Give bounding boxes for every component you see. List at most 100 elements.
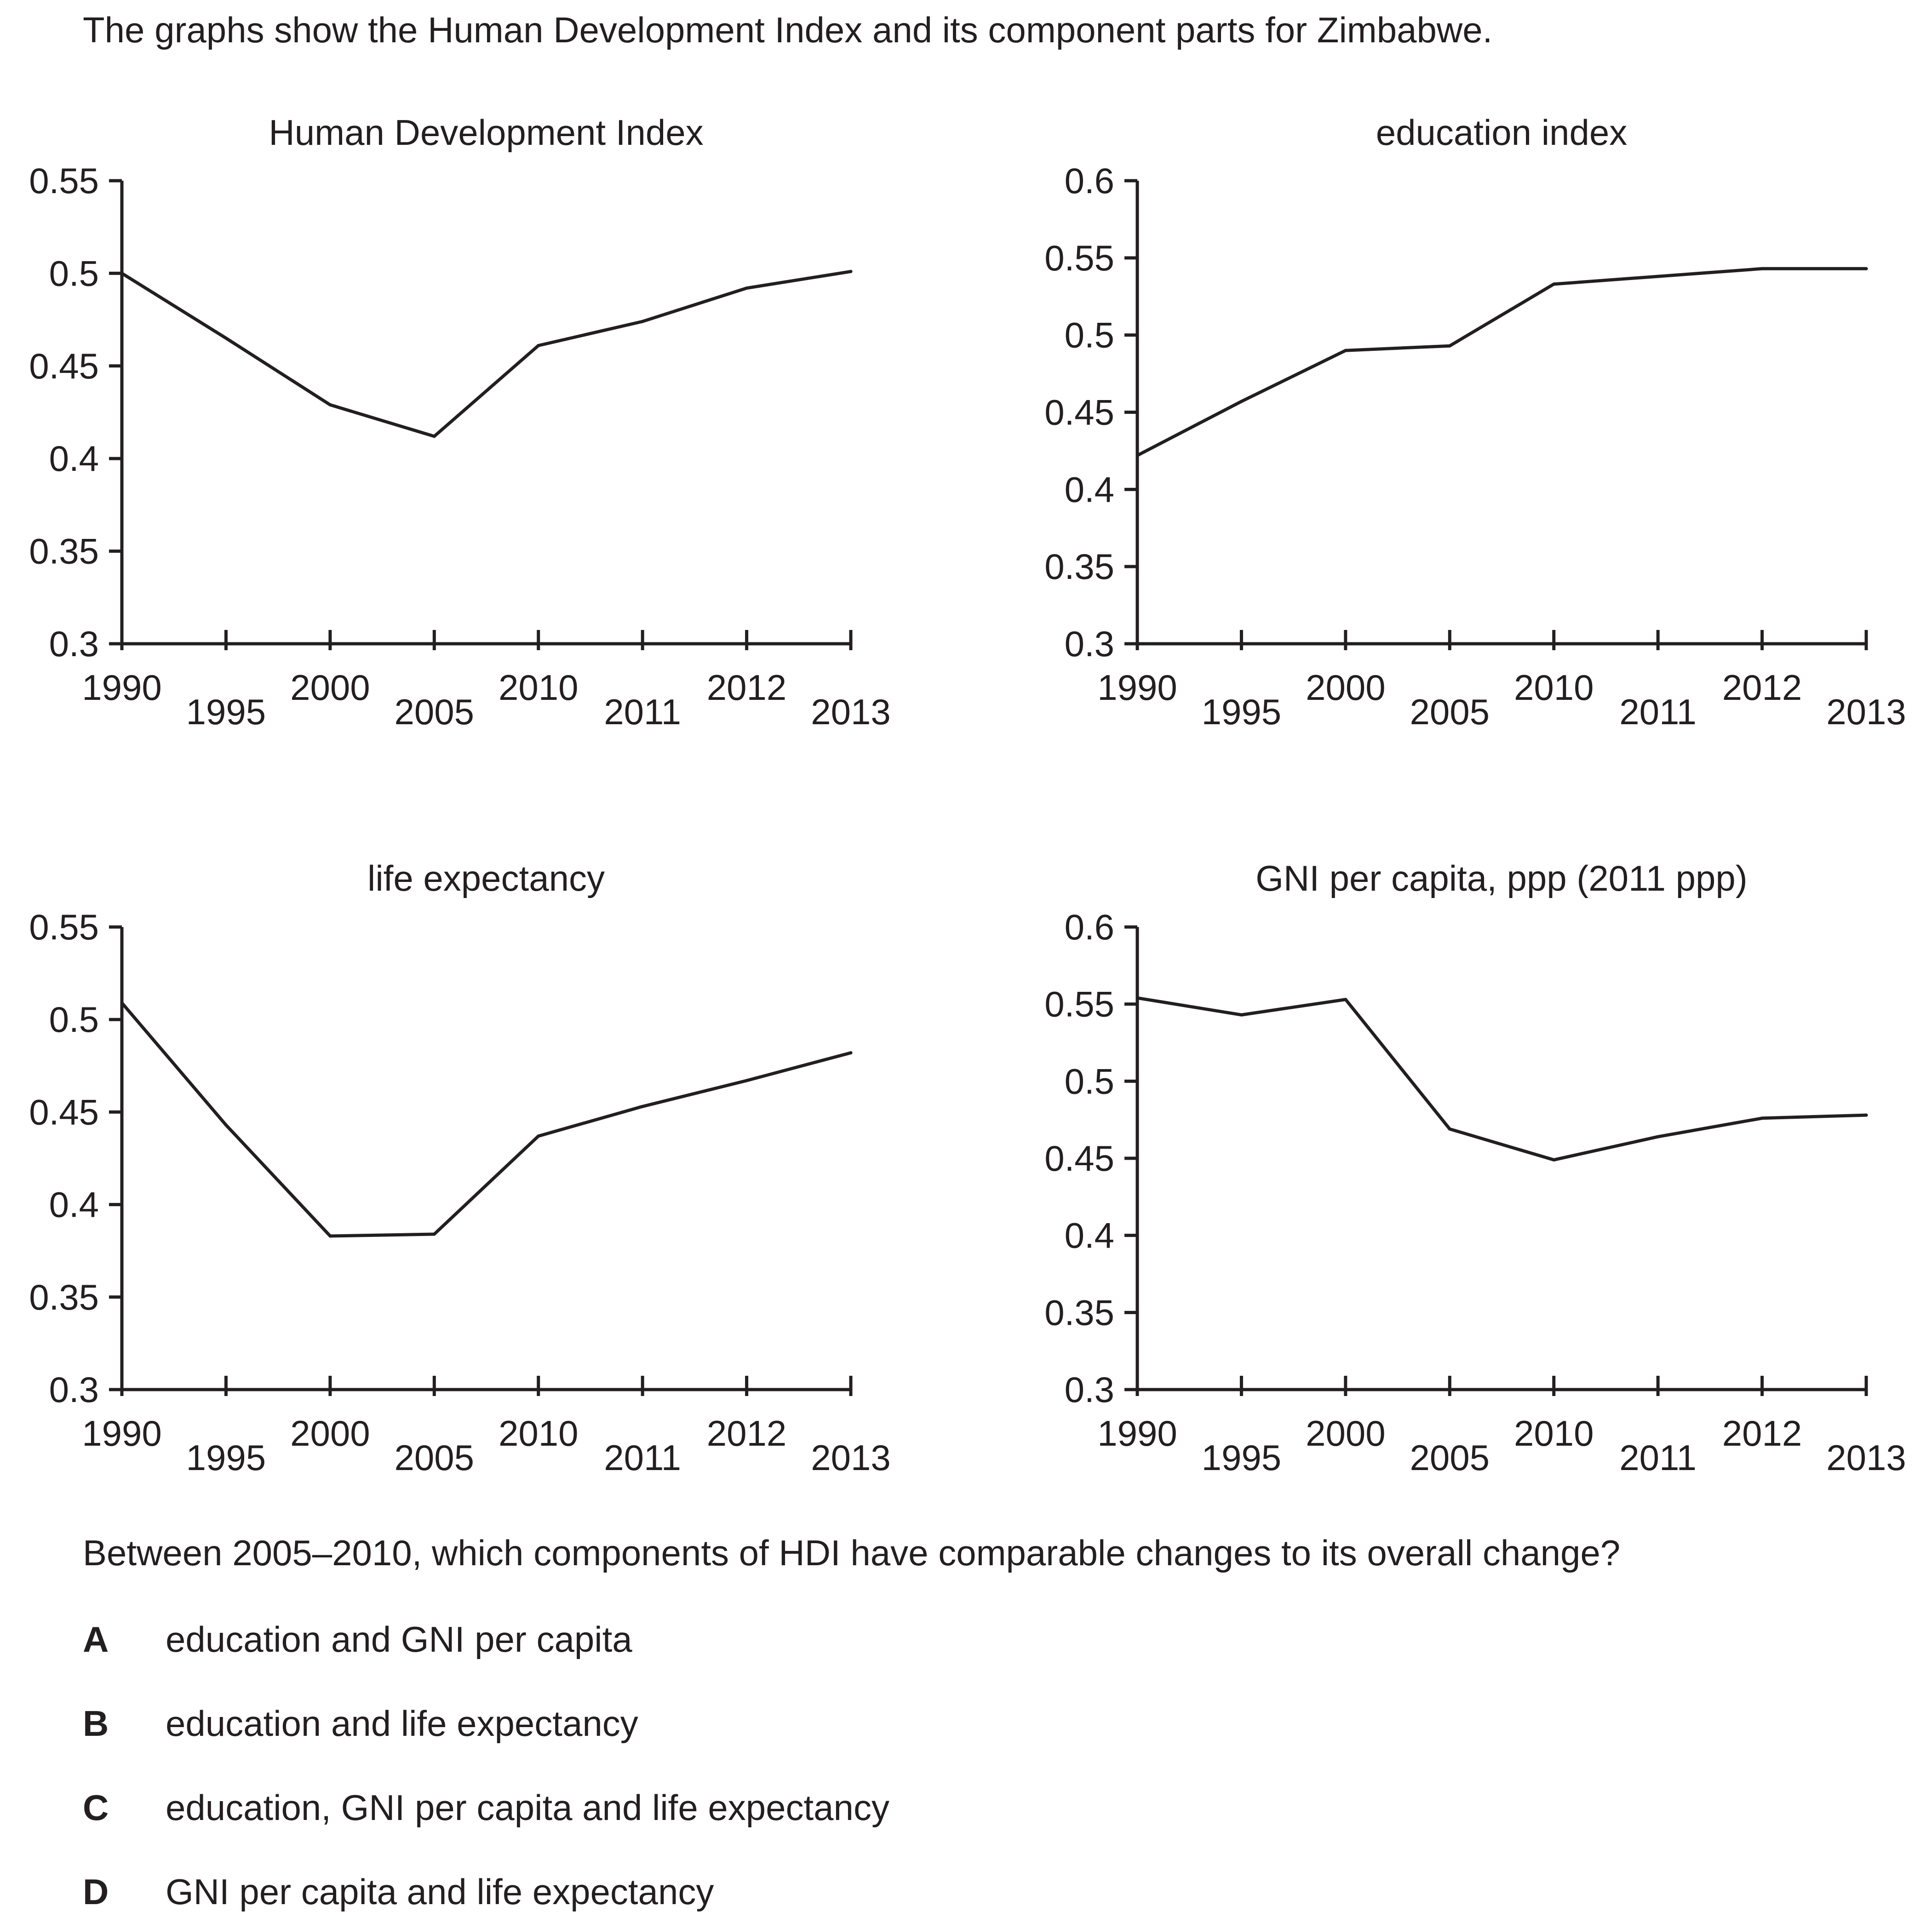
chart-2-data-point bbox=[1448, 344, 1451, 348]
chart-3-data-point bbox=[328, 1234, 332, 1238]
chart-3-y-tick-label: 0.45 bbox=[29, 1092, 99, 1132]
charts-figure: Human Development Index 0.3 0.35 0.4 0.45 0.5… bbox=[29, 112, 1906, 1478]
chart-3-x-tick-label: 1995 bbox=[186, 1437, 266, 1478]
chart-1-data-point bbox=[641, 320, 644, 323]
chart-4-data-point bbox=[1656, 1135, 1660, 1139]
chart-4-y-tick-label: 0.55 bbox=[1044, 984, 1114, 1024]
chart-4-y-tick-label: 0.6 bbox=[1065, 907, 1114, 947]
chart-3-y-tick-label: 0.3 bbox=[49, 1369, 99, 1410]
chart-1-y-tick-label: 0.5 bbox=[49, 253, 99, 293]
chart-4-data-point bbox=[1760, 1116, 1764, 1120]
chart-4-y-tick-label: 0.3 bbox=[1065, 1369, 1114, 1410]
chart-2-y-tick-label: 0.6 bbox=[1065, 160, 1114, 201]
chart-4-x-tick-label: 2012 bbox=[1722, 1413, 1802, 1453]
chart-2-series-line bbox=[1135, 267, 1868, 457]
chart-1-data-point bbox=[224, 336, 228, 340]
chart-2-data-point bbox=[1552, 282, 1556, 286]
chart-3-x-tick-label: 1990 bbox=[82, 1413, 162, 1453]
chart-3-x-tick-label: 2011 bbox=[604, 1437, 681, 1478]
chart-3-x-tick-label: 2013 bbox=[811, 1437, 891, 1478]
chart-1-y-tick-label: 0.55 bbox=[29, 160, 99, 201]
option-c-text: education, GNI per capita and life expec… bbox=[166, 1787, 889, 1828]
chart-3-series-line bbox=[120, 1001, 853, 1238]
chart-4-title: GNI per capita, ppp (2011 ppp) bbox=[1256, 858, 1748, 898]
chart-4-y-tick-label: 0.45 bbox=[1044, 1138, 1114, 1179]
chart-4-data-point bbox=[1239, 1013, 1243, 1017]
chart-1-data-point bbox=[432, 435, 436, 438]
chart-3-x-tick-label: 2010 bbox=[499, 1413, 579, 1453]
chart-1-y-tick-label: 0.35 bbox=[29, 531, 99, 572]
chart-2-data-point bbox=[1760, 267, 1764, 270]
option-b-letter: B bbox=[83, 1703, 109, 1744]
chart-3-data-point bbox=[745, 1079, 749, 1082]
chart-2-data-point bbox=[1239, 400, 1243, 403]
chart-1-y-tick-label: 0.4 bbox=[49, 438, 99, 479]
chart-4-y-tick-label: 0.4 bbox=[1065, 1215, 1114, 1256]
chart-4-x-tick-label: 2011 bbox=[1619, 1437, 1697, 1478]
question-text: Between 2005–2010, which components of H… bbox=[83, 1533, 1621, 1573]
chart-2-data-point bbox=[1656, 275, 1660, 278]
chart-1-x-tick-label: 1990 bbox=[82, 667, 162, 708]
chart-2-x-tick-label: 1990 bbox=[1097, 667, 1177, 708]
chart-3-x-tick-label: 2012 bbox=[707, 1413, 787, 1453]
chart-1-x-tick-label: 2010 bbox=[499, 667, 579, 708]
chart-4-x-tick-label: 1990 bbox=[1097, 1413, 1177, 1453]
chart-2-y-tick-label: 0.4 bbox=[1065, 469, 1114, 509]
chart-2-x-tick-label: 2012 bbox=[1722, 667, 1802, 708]
chart-3-data-point bbox=[432, 1232, 436, 1236]
chart-2-data-point bbox=[1135, 453, 1139, 457]
option-a-text: education and GNI per capita bbox=[166, 1619, 632, 1659]
chart-3-data-point bbox=[537, 1134, 540, 1138]
chart-2-y-tick-label: 0.35 bbox=[1044, 546, 1114, 587]
chart-3-data-point bbox=[641, 1104, 644, 1108]
chart-1-series-line bbox=[120, 269, 853, 438]
chart-4-data-point bbox=[1448, 1127, 1451, 1131]
chart-2-x-tick-label: 2000 bbox=[1306, 667, 1386, 708]
chart-1-x-tick-label: 2000 bbox=[290, 667, 370, 708]
chart-3-y-tick-label: 0.35 bbox=[29, 1277, 99, 1317]
chart-2-y-tick-label: 0.3 bbox=[1065, 624, 1114, 664]
chart-3-title: life expectancy bbox=[367, 858, 605, 898]
chart-4-x-tick-label: 1995 bbox=[1202, 1437, 1282, 1478]
chart-3-y-tick-label: 0.4 bbox=[49, 1185, 99, 1225]
chart-3-x-tick-label: 2005 bbox=[395, 1437, 475, 1478]
chart-2-data-point bbox=[1864, 267, 1868, 270]
chart-2-x-tick-label: 2011 bbox=[1619, 692, 1697, 732]
chart-2-x-tick-label: 2005 bbox=[1410, 692, 1490, 732]
chart-1-x-tick-label: 1995 bbox=[186, 692, 266, 732]
chart-4-x-tick-label: 2000 bbox=[1306, 1413, 1386, 1453]
chart-1-title: Human Development Index bbox=[269, 112, 703, 153]
option-a-letter: A bbox=[83, 1619, 109, 1659]
chart-4-y-tick-label: 0.5 bbox=[1065, 1061, 1114, 1101]
chart-3-data-point bbox=[120, 1001, 124, 1005]
chart-2-y-tick-label: 0.5 bbox=[1065, 315, 1114, 355]
chart-1-x-tick-label: 2013 bbox=[811, 692, 891, 732]
chart-1-y-tick-label: 0.3 bbox=[49, 624, 99, 664]
chart-4-x-tick-label: 2005 bbox=[1410, 1437, 1490, 1478]
chart-2-x-tick-label: 1995 bbox=[1202, 692, 1282, 732]
chart-1-data-point bbox=[537, 343, 540, 347]
chart-1-data-point bbox=[328, 403, 332, 406]
chart-2-y-tick-label: 0.55 bbox=[1044, 238, 1114, 278]
chart-3-data-point bbox=[224, 1123, 228, 1127]
chart-1-x-tick-label: 2011 bbox=[604, 692, 681, 732]
chart-4-data-point bbox=[1864, 1113, 1868, 1117]
chart-4-series-line bbox=[1135, 996, 1868, 1162]
option-d-text: GNI per capita and life expectancy bbox=[166, 1871, 714, 1912]
chart-4-data-point bbox=[1344, 998, 1347, 1001]
option-d-letter: D bbox=[83, 1871, 109, 1912]
chart-2-x-tick-label: 2013 bbox=[1826, 692, 1906, 732]
option-b-text: education and life expectancy bbox=[166, 1703, 638, 1744]
chart-3-y-tick-label: 0.55 bbox=[29, 907, 99, 947]
option-c-letter: C bbox=[83, 1787, 109, 1828]
chart-1-x-tick-label: 2005 bbox=[395, 692, 475, 732]
chart-4-data-point bbox=[1552, 1158, 1556, 1162]
chart-2-title: education index bbox=[1376, 112, 1627, 153]
chart-4-data-point bbox=[1135, 996, 1139, 1000]
chart-1-data-point bbox=[849, 269, 853, 273]
chart-1-y-tick-label: 0.45 bbox=[29, 346, 99, 386]
chart-4-x-tick-label: 2010 bbox=[1514, 1413, 1594, 1453]
chart-1-x-tick-label: 2012 bbox=[707, 667, 787, 708]
chart-4-y-tick-label: 0.35 bbox=[1044, 1292, 1114, 1333]
chart-1-data-point bbox=[120, 271, 124, 275]
